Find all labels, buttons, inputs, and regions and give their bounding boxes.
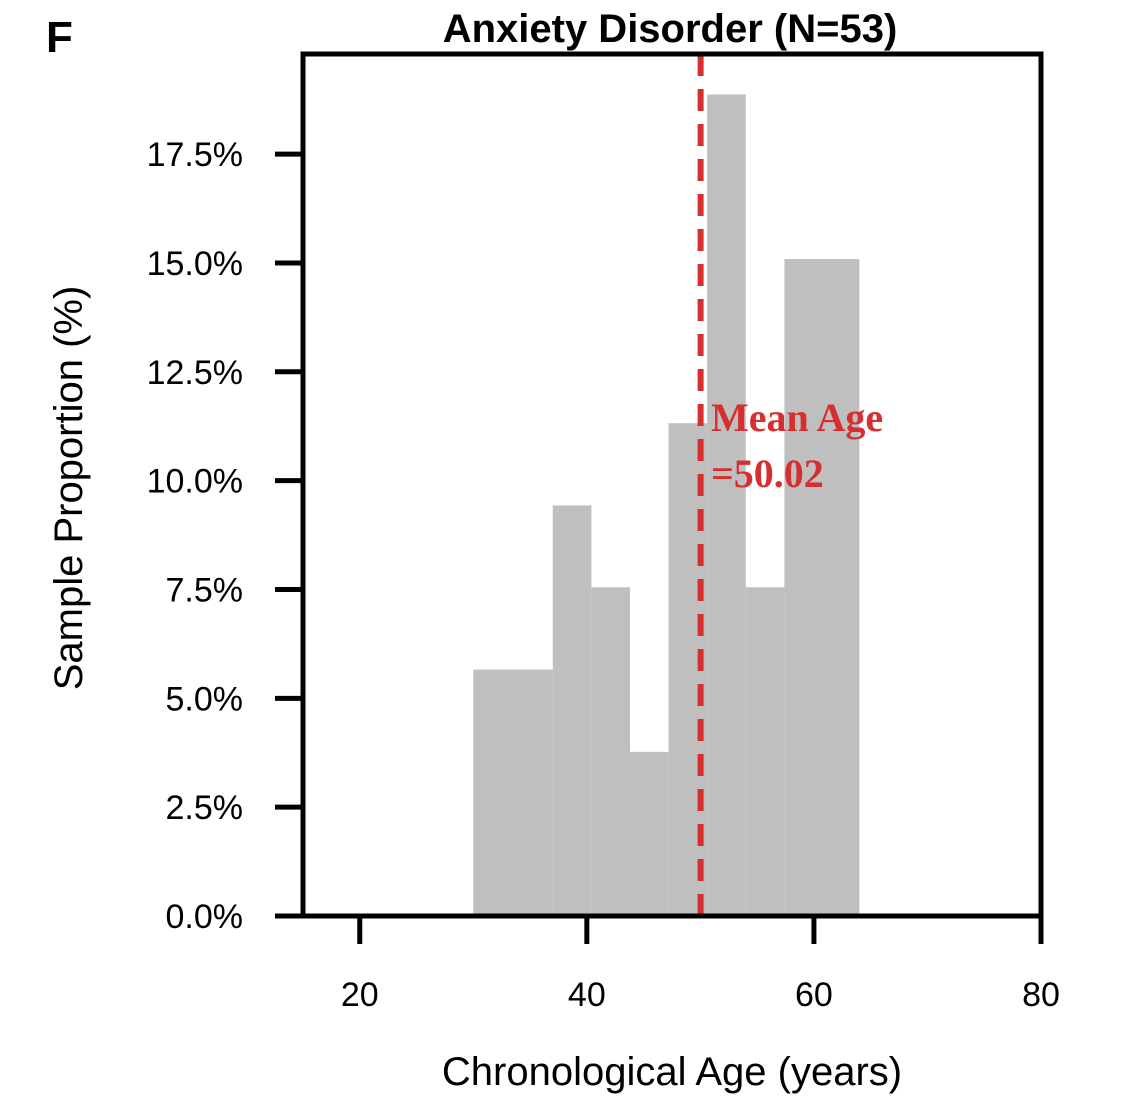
mean-age-label: Mean Age — [711, 395, 883, 440]
y-axis-label: Sample Proportion (%) — [47, 286, 91, 691]
mean-age-value: =50.02 — [711, 451, 824, 496]
histogram-bar-7 — [745, 587, 785, 916]
x-tick-label: 40 — [568, 976, 606, 1014]
x-tick-label: 20 — [341, 976, 379, 1014]
chart-title: Anxiety Disorder (N=53) — [443, 7, 898, 51]
mean-age-annotation: Mean Age =50.02 — [711, 395, 883, 496]
x-axis: 20 40 60 80 — [275, 913, 1060, 1014]
histogram-bars — [473, 94, 860, 917]
x-tick-label: 80 — [1022, 976, 1060, 1014]
y-tick-label: 0.0% — [166, 898, 244, 936]
histogram-bar-1 — [473, 669, 553, 916]
y-tick-label: 2.5% — [166, 789, 244, 827]
y-axis: 0.0% 2.5% 5.0% 7.5% 10.0% 12.5% 15.0% 17.5% — [147, 136, 303, 936]
panel-letter: F — [46, 13, 73, 62]
histogram-bar-8 — [784, 259, 860, 916]
y-tick-label: 5.0% — [166, 680, 244, 718]
histogram-bar-3 — [591, 587, 630, 916]
y-tick-label: 17.5% — [147, 136, 243, 174]
y-tick-label: 7.5% — [166, 571, 244, 609]
histogram-bar-2 — [552, 505, 592, 916]
x-tick-label: 60 — [795, 976, 833, 1014]
y-tick-label: 12.5% — [147, 354, 243, 392]
x-axis-label: Chronological Age (years) — [442, 1050, 902, 1094]
histogram-bar-4 — [629, 751, 669, 916]
y-tick-label: 15.0% — [147, 245, 243, 283]
y-tick-label: 10.0% — [147, 463, 243, 501]
histogram-bar-6 — [707, 94, 746, 917]
